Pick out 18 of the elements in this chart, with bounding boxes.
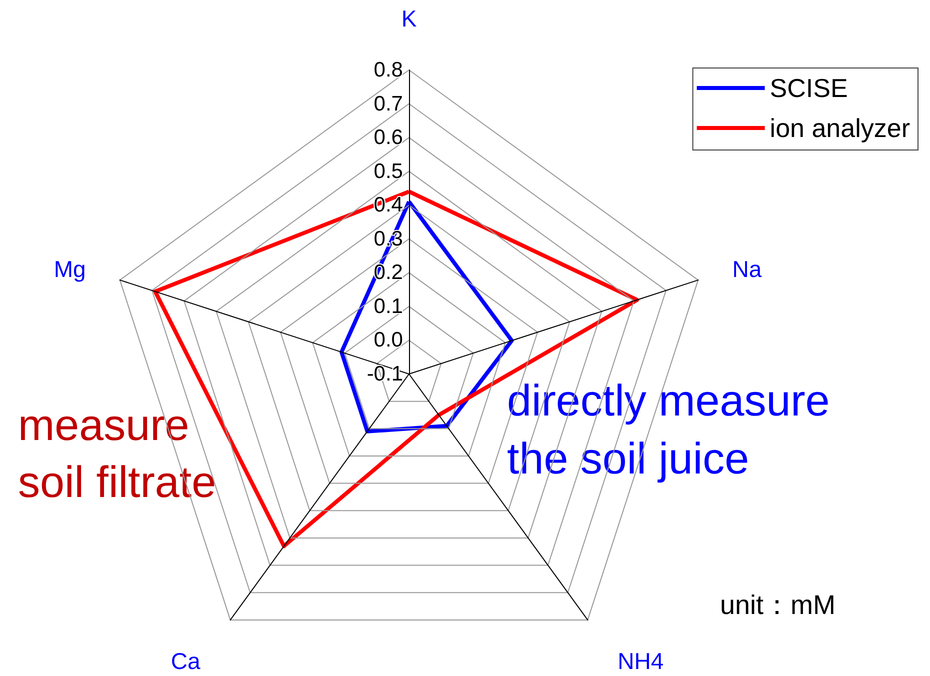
spoke-label: Na xyxy=(732,256,762,282)
spoke-label: NH4 xyxy=(618,648,664,674)
text: unit：mM xyxy=(720,590,836,620)
spoke-label: K xyxy=(401,6,418,32)
y-tick-label: 0.0 xyxy=(374,328,403,352)
y-tick-label: 0.6 xyxy=(374,126,403,150)
y-tick-label: 0.4 xyxy=(374,194,404,217)
text: directly measure the soil juice xyxy=(507,376,830,484)
legend-label: ion analyzer xyxy=(770,113,910,143)
text: measure soil filtrate xyxy=(18,401,216,507)
y-tick-label: 0.8 xyxy=(374,58,403,82)
y-tick-label: 0.5 xyxy=(374,160,403,183)
spoke-label: Mg xyxy=(54,256,86,282)
y-tick-label: -0.1 xyxy=(366,362,403,386)
y-tick-label: 0.1 xyxy=(374,294,403,318)
spoke-label: Ca xyxy=(170,648,201,674)
legend-label: SCISE xyxy=(770,73,848,103)
y-tick-label: 0.7 xyxy=(374,92,403,116)
